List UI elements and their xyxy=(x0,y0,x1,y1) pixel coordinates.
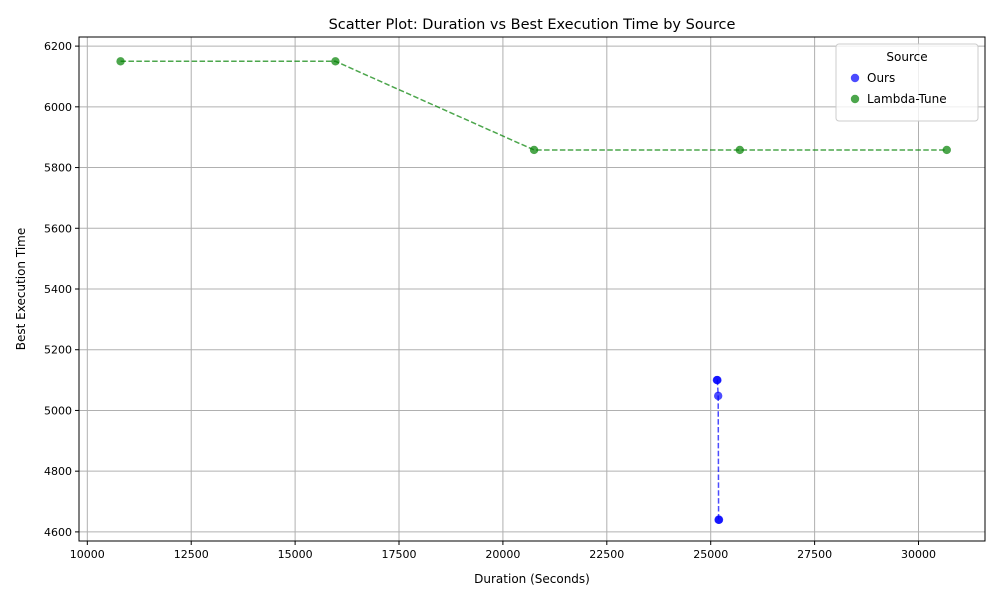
grid-lines xyxy=(79,37,985,541)
y-tick-label: 5800 xyxy=(44,162,72,175)
y-tick-label: 6000 xyxy=(44,101,72,114)
y-tick-label: 5400 xyxy=(44,283,72,296)
legend-box xyxy=(835,43,979,122)
data-point-lambda-tune xyxy=(529,145,539,155)
y-axis-ticks: 4600 4800 5000 5200 5400 5600 5800 6000 6200 xyxy=(44,40,79,539)
x-tick-label: 22500 xyxy=(589,548,624,561)
data-point-ours xyxy=(713,391,723,401)
legend-label-ours: Ours xyxy=(867,71,895,85)
legend: Source Ours Lambda-Tune xyxy=(835,43,979,122)
data-point-lambda-tune xyxy=(331,57,340,66)
series-lines xyxy=(120,60,947,521)
y-tick-label: 4800 xyxy=(44,465,72,478)
x-tick-label: 10000 xyxy=(70,548,105,561)
y-tick-label: 5200 xyxy=(44,344,72,357)
data-point-ours xyxy=(714,515,724,524)
y-axis-label: Best Execution Time xyxy=(14,228,28,350)
legend-title: Source xyxy=(886,50,927,64)
data-point-lambda-tune xyxy=(942,145,951,155)
data-point-lambda-tune xyxy=(116,57,125,66)
series-line-lambda-tune xyxy=(120,60,947,151)
x-tick-label: 15000 xyxy=(278,548,313,561)
y-tick-label: 6200 xyxy=(44,40,72,53)
legend-marker-ours xyxy=(850,73,860,83)
x-tick-label: 12500 xyxy=(174,548,209,561)
x-tick-label: 27500 xyxy=(797,548,832,561)
y-tick-label: 5600 xyxy=(44,222,72,235)
y-tick-label: 5000 xyxy=(44,404,72,417)
x-tick-label: 30000 xyxy=(901,548,936,561)
legend-marker-lambda-tune xyxy=(850,94,860,104)
data-point-lambda-tune xyxy=(735,145,744,155)
x-axis-ticks: 10000 12500 15000 17500 20000 22500 25000 27500… xyxy=(70,541,936,561)
data-point-ours xyxy=(713,375,722,385)
legend-label-lambda-tune: Lambda-Tune xyxy=(867,92,947,106)
chart-title: Scatter Plot: Duration vs Best Execution… xyxy=(329,17,736,33)
x-tick-label: 20000 xyxy=(485,548,520,561)
x-axis-label: Duration (Seconds) xyxy=(474,572,590,586)
x-tick-label: 25000 xyxy=(693,548,728,561)
series-points xyxy=(116,57,951,524)
series-line-ours xyxy=(716,379,720,521)
y-tick-label: 4600 xyxy=(44,526,72,539)
x-tick-label: 17500 xyxy=(382,548,417,561)
